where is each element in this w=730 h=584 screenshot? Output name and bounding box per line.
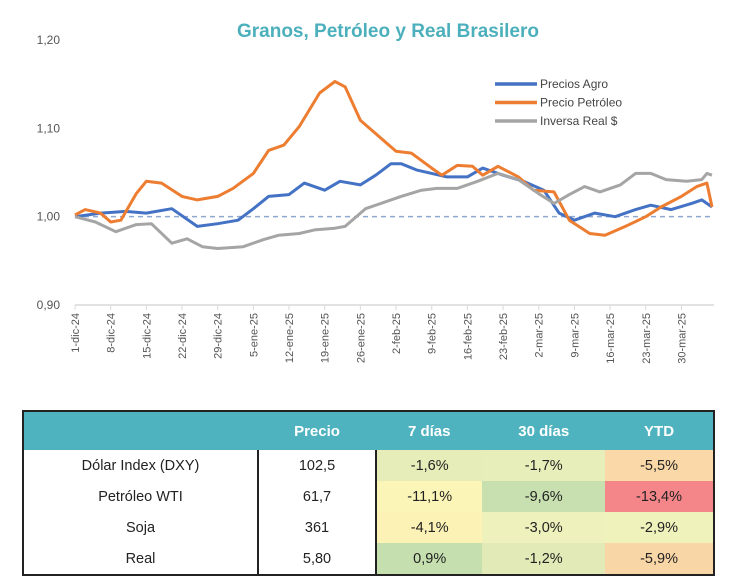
x-axis: 1-dic-24 8-dic-24 15-dic-24 22-dic-24 29-dic… — [70, 304, 714, 364]
row-name: Soja — [23, 512, 259, 543]
row-change-cell: -11,1% — [376, 481, 483, 512]
summary-table: Precio 7 días 30 días YTD Dólar Index (D… — [22, 410, 715, 576]
x-tick-label: 8-dic-24 — [106, 313, 118, 353]
row-name: Real — [23, 543, 259, 575]
y-tick-label: 1,10 — [37, 121, 61, 135]
x-tick-label: 9-feb-25 — [427, 313, 439, 354]
table-row: Real 5,80 0,9% -1,2% -5,9% — [23, 543, 714, 575]
header-30-dias: 30 días — [482, 411, 606, 450]
row-change-cell: -4,1% — [376, 512, 483, 543]
legend-label: Inversa Real $ — [540, 114, 618, 128]
line-chart: Granos, Petróleo y Real Brasilero 1,201,… — [37, 21, 714, 364]
series-lines — [74, 80, 714, 250]
x-tick-label: 9-mar-25 — [569, 313, 581, 358]
x-tick-label: 12-ene-25 — [284, 313, 296, 363]
row-change-cell: -3,0% — [482, 512, 606, 543]
table-header-row: Precio 7 días 30 días YTD — [23, 411, 714, 450]
y-tick-label: 1,20 — [37, 33, 61, 47]
y-axis: 1,20 1,10 1,00 0,90 — [37, 33, 61, 312]
legend-label: Precios Agro — [540, 77, 608, 91]
x-tick-label: 23-mar-25 — [641, 313, 653, 364]
row-change-cell: -5,9% — [605, 543, 714, 575]
x-tick-label: 16-feb-25 — [462, 313, 474, 360]
legend-label: Precio Petróleo — [540, 96, 622, 110]
series-line-1 — [74, 162, 713, 228]
row-precio: 361 — [258, 512, 377, 543]
x-tick-label: 29-dic-24 — [213, 313, 225, 359]
row-precio: 5,80 — [258, 543, 377, 575]
row-precio: 61,7 — [258, 481, 377, 512]
x-tick-label: 22-dic-24 — [177, 313, 189, 359]
series-line-2 — [74, 80, 714, 237]
x-tick-label: 2-mar-25 — [534, 313, 546, 358]
x-tick-label: 15-dic-24 — [141, 313, 153, 359]
row-change-cell: 0,9% — [376, 543, 483, 575]
y-tick-label: 1,00 — [37, 210, 61, 224]
x-tick-label: 2-feb-25 — [391, 313, 403, 354]
row-change-cell: -1,7% — [482, 450, 606, 481]
y-tick-label: 0,90 — [37, 298, 61, 312]
table-row: Dólar Index (DXY) 102,5 -1,6% -1,7% -5,5% — [23, 450, 714, 481]
x-tick-label: 5-ene-25 — [248, 313, 260, 357]
row-change-cell: -5,5% — [605, 450, 714, 481]
row-change-cell: -9,6% — [482, 481, 606, 512]
header-ytd: YTD — [605, 411, 714, 450]
table-row: Petróleo WTI 61,7 -11,1% -9,6% -13,4% — [23, 481, 714, 512]
series-line-3 — [74, 171, 713, 250]
table-row: Soja 361 -4,1% -3,0% -2,9% — [23, 512, 714, 543]
row-change-cell: -1,6% — [376, 450, 483, 481]
x-tick-label: 19-ene-25 — [320, 313, 332, 363]
row-change-cell: -2,9% — [605, 512, 714, 543]
chart-title: Granos, Petróleo y Real Brasilero — [237, 21, 539, 42]
x-tick-label: 30-mar-25 — [676, 313, 688, 364]
x-tick-label: 26-ene-25 — [355, 313, 367, 363]
x-tick-label: 1-dic-24 — [70, 313, 82, 353]
legend: Precios Agro Precio Petróleo Inversa Real … — [495, 77, 622, 128]
row-name: Dólar Index (DXY) — [23, 450, 259, 481]
row-precio: 102,5 — [258, 450, 377, 481]
row-change-cell: -13,4% — [605, 481, 714, 512]
header-7-dias: 7 días — [376, 411, 483, 450]
header-precio: Precio — [258, 411, 376, 450]
x-tick-label: 16-mar-25 — [605, 313, 617, 364]
header-name — [23, 411, 258, 450]
x-tick-label: 23-feb-25 — [498, 313, 510, 360]
row-change-cell: -1,2% — [482, 543, 606, 575]
row-name: Petróleo WTI — [23, 481, 259, 512]
